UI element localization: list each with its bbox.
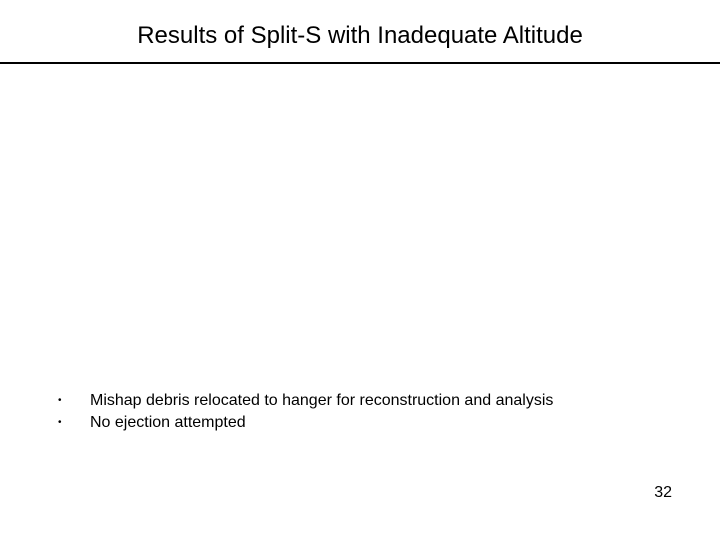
title-divider bbox=[0, 62, 720, 64]
bullet-icon: • bbox=[58, 417, 90, 428]
bullet-icon: • bbox=[58, 395, 90, 406]
page-title: Results of Split-S with Inadequate Altit… bbox=[0, 22, 720, 50]
bullet-text: Mishap debris relocated to hanger for re… bbox=[90, 392, 680, 410]
page-number: 32 bbox=[654, 484, 672, 502]
bullet-list: • Mishap debris relocated to hanger for … bbox=[58, 392, 680, 432]
list-item: • Mishap debris relocated to hanger for … bbox=[58, 392, 680, 410]
list-item: • No ejection attempted bbox=[58, 414, 680, 432]
content-area: • Mishap debris relocated to hanger for … bbox=[58, 392, 680, 436]
title-area: Results of Split-S with Inadequate Altit… bbox=[0, 0, 720, 50]
bullet-text: No ejection attempted bbox=[90, 414, 680, 432]
